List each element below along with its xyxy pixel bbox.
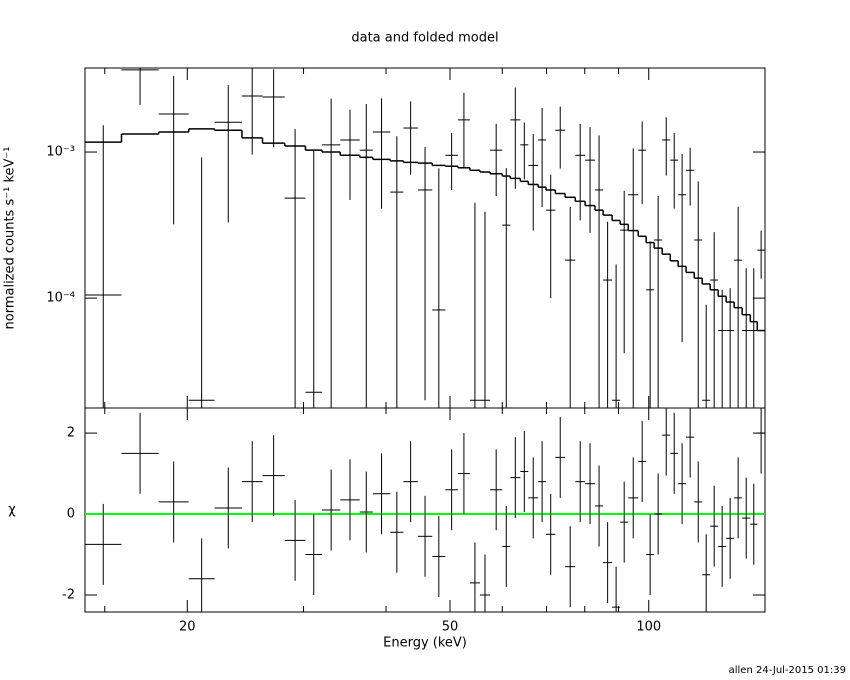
y-tick-label: 10⁻³ [46, 145, 75, 160]
y-tick-label: 10⁻⁴ [46, 291, 75, 306]
x-tick-label: 20 [179, 620, 196, 635]
x-axis-label: Energy (keV) [383, 636, 467, 651]
plot-frame [84, 407, 766, 613]
x-tick-label: 50 [442, 620, 459, 635]
y-axis-label: normalized counts s⁻¹ keV⁻¹ [3, 147, 18, 330]
chart-title: data and folded model [351, 31, 498, 46]
x-tick-label: 100 [636, 620, 661, 635]
y-tick-label: -2 [62, 588, 75, 603]
y-axis-label: χ [8, 503, 16, 518]
footer: allen 24-Jul-2015 01:39 [729, 665, 846, 676]
y-tick-label: 2 [67, 426, 75, 441]
y-tick-label: 0 [67, 507, 75, 522]
